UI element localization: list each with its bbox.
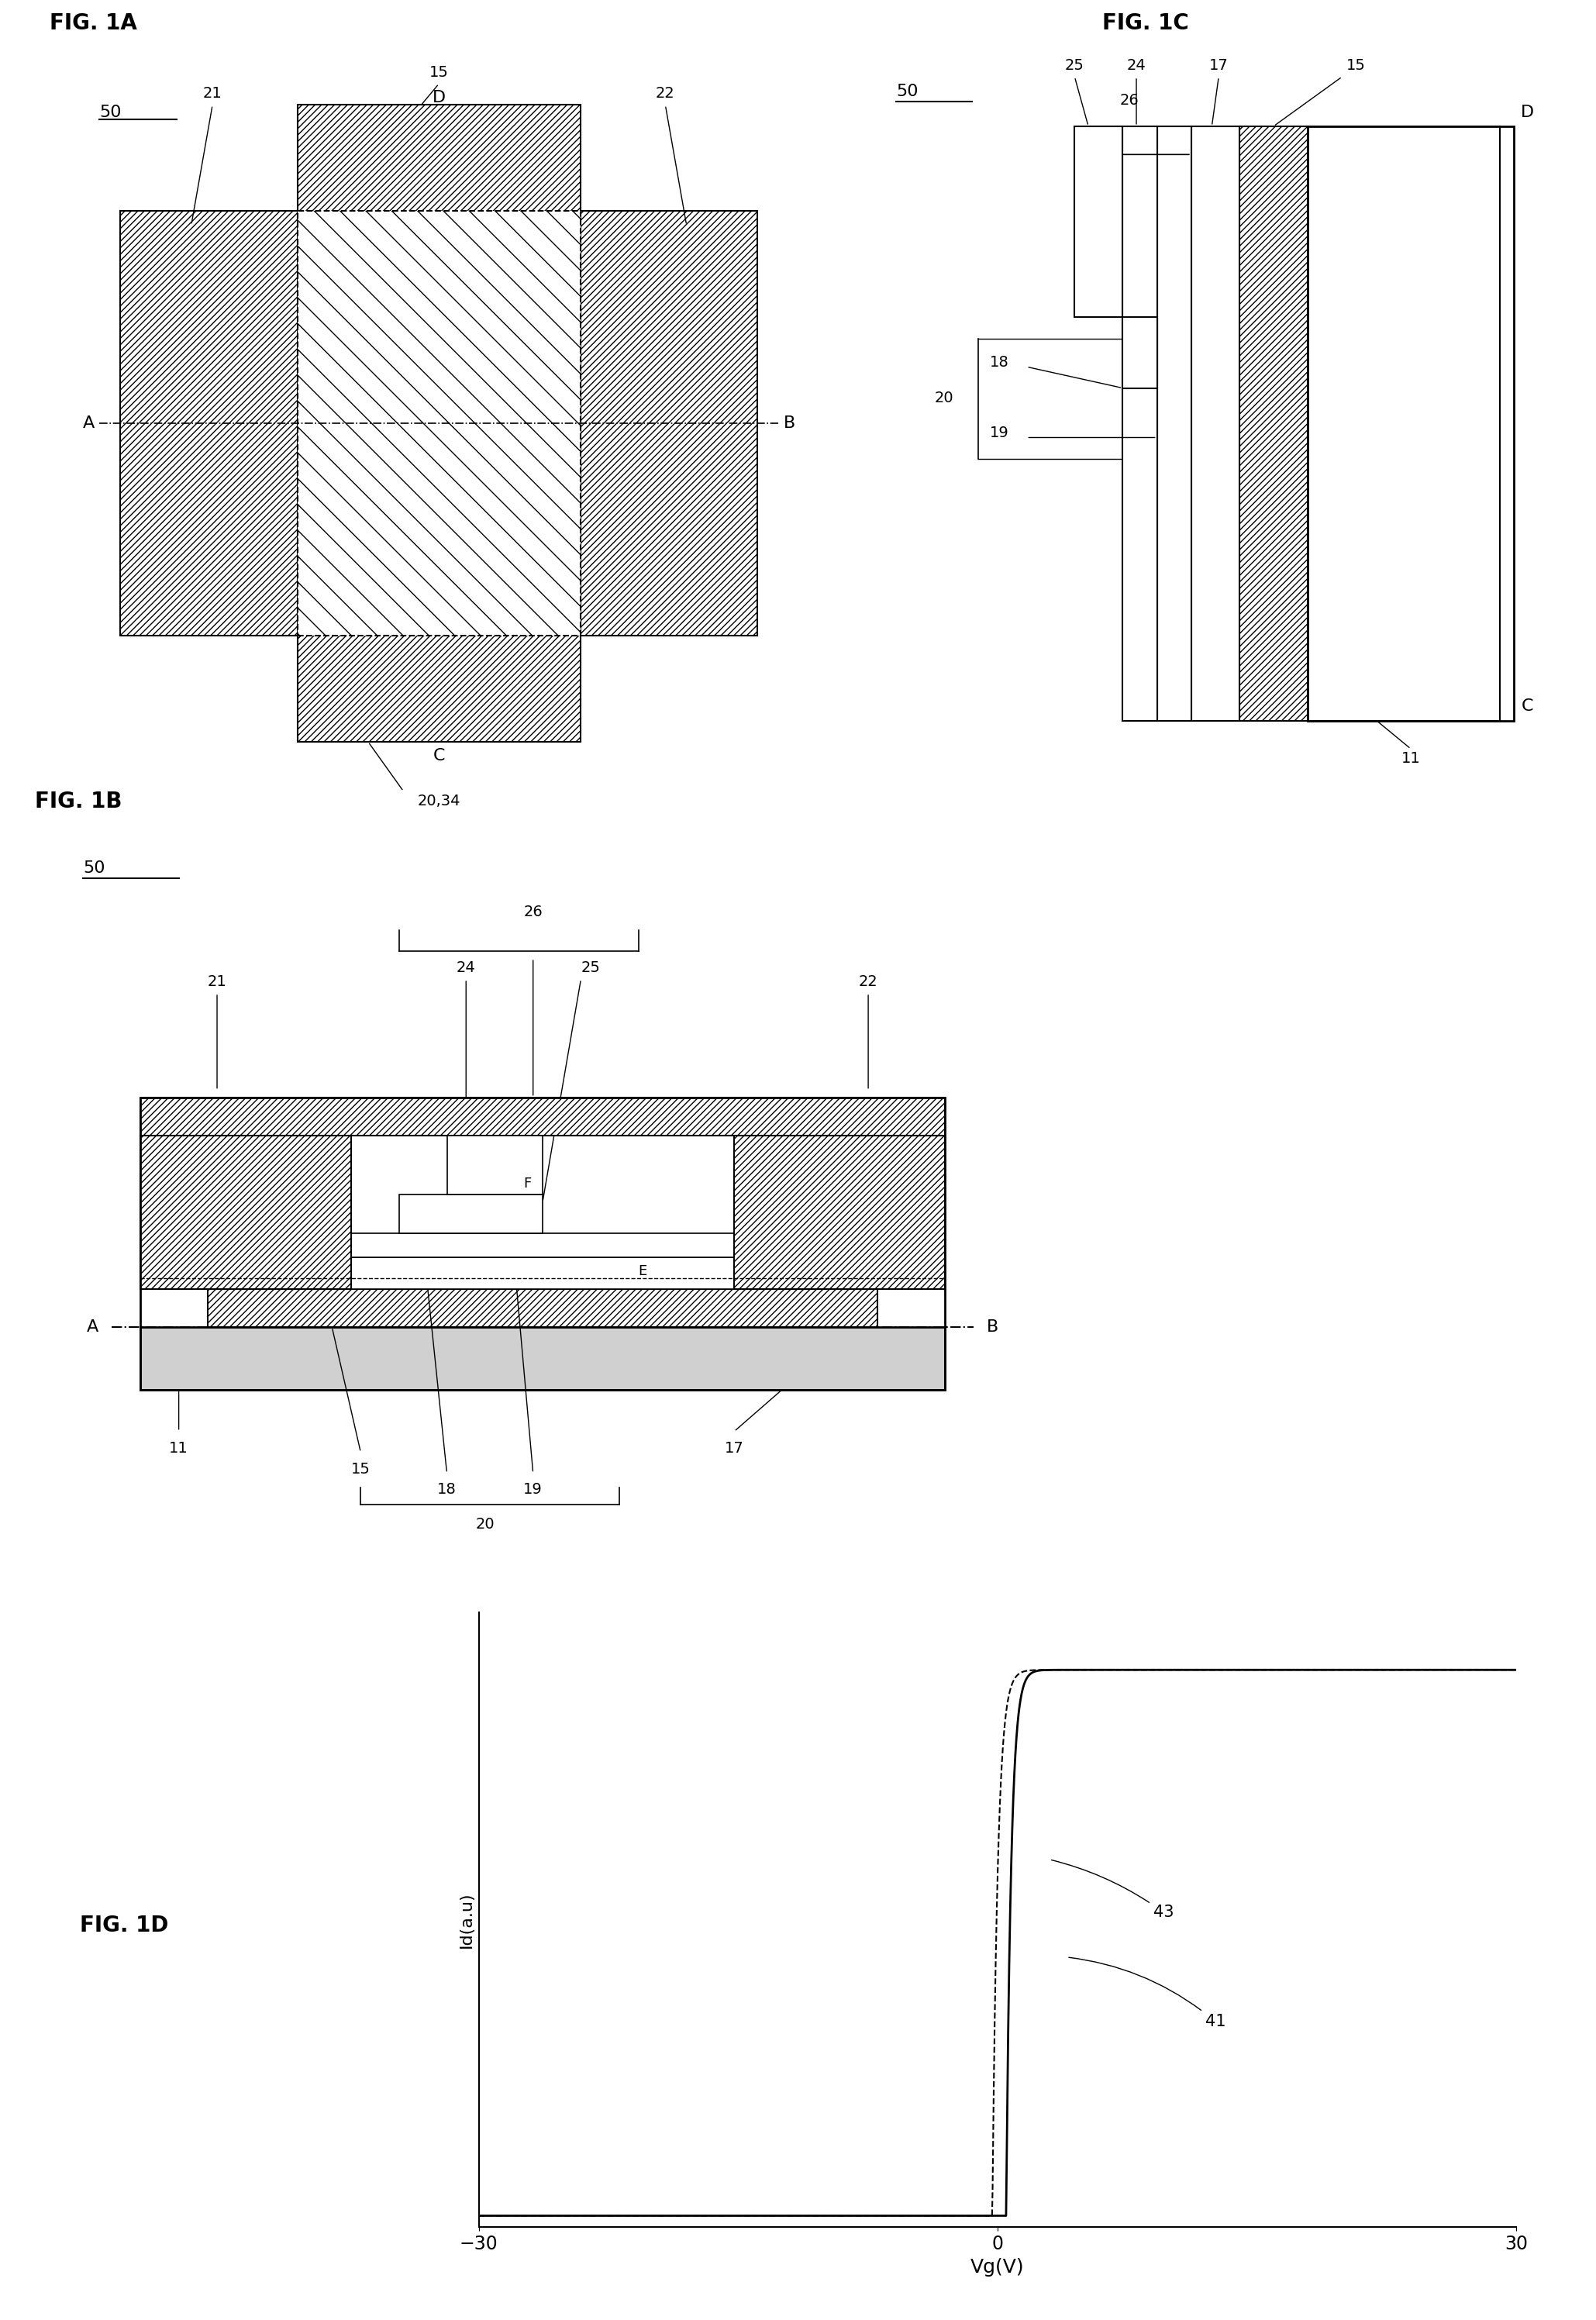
- Bar: [734, 1137, 945, 1290]
- Bar: [140, 1097, 945, 1137]
- Bar: [140, 1327, 945, 1390]
- Text: 21: 21: [203, 86, 222, 102]
- Text: 19: 19: [523, 1482, 543, 1496]
- X-axis label: Vg(V): Vg(V): [970, 2257, 1025, 2276]
- Text: 11: 11: [169, 1441, 188, 1455]
- Text: 15: 15: [351, 1462, 370, 1476]
- Bar: [1240, 125, 1309, 722]
- Text: FIG. 1B: FIG. 1B: [35, 791, 123, 812]
- Bar: [1191, 125, 1238, 722]
- Bar: [399, 1195, 543, 1234]
- Text: 20: 20: [476, 1517, 495, 1531]
- Bar: [1240, 125, 1309, 722]
- Text: 18: 18: [437, 1482, 456, 1496]
- Text: 50: 50: [83, 861, 105, 877]
- Text: 20,34: 20,34: [418, 793, 460, 810]
- Text: 20: 20: [935, 390, 954, 406]
- Text: A: A: [83, 415, 94, 432]
- Text: 17: 17: [1210, 58, 1229, 72]
- Bar: [509, 211, 758, 636]
- Text: 22: 22: [859, 974, 878, 988]
- Bar: [509, 211, 758, 636]
- Bar: [140, 1097, 945, 1137]
- Bar: [140, 1137, 351, 1290]
- Text: D: D: [433, 90, 445, 107]
- Text: 26: 26: [523, 905, 543, 919]
- Text: D: D: [1521, 104, 1534, 121]
- Text: E: E: [638, 1264, 646, 1278]
- Bar: [1157, 125, 1191, 722]
- Bar: [297, 211, 581, 636]
- Bar: [120, 211, 369, 636]
- Bar: [140, 1097, 945, 1390]
- Text: 17: 17: [725, 1441, 744, 1455]
- Bar: [303, 1257, 782, 1290]
- Text: FIG. 1C: FIG. 1C: [1101, 12, 1189, 35]
- Text: FIG. 1A: FIG. 1A: [49, 12, 137, 35]
- Bar: [303, 1234, 782, 1257]
- Bar: [140, 1137, 351, 1290]
- Text: 50: 50: [99, 104, 121, 121]
- Text: 15: 15: [1347, 58, 1366, 72]
- Text: 26: 26: [1120, 93, 1140, 109]
- Text: 50: 50: [897, 84, 918, 100]
- Bar: [297, 211, 581, 636]
- Bar: [207, 1288, 878, 1327]
- Text: 25: 25: [581, 960, 600, 974]
- Bar: [120, 211, 369, 636]
- Bar: [1074, 125, 1122, 318]
- Text: 25: 25: [1065, 58, 1084, 72]
- Bar: [297, 104, 581, 742]
- Text: 11: 11: [1401, 752, 1420, 766]
- Text: C: C: [1521, 698, 1534, 715]
- Bar: [297, 104, 581, 742]
- Bar: [207, 1288, 878, 1327]
- Bar: [1309, 125, 1513, 722]
- Bar: [1122, 125, 1157, 722]
- Y-axis label: Id(a.u): Id(a.u): [460, 1891, 474, 1949]
- Text: 41: 41: [1069, 1958, 1226, 2030]
- Text: FIG. 1D: FIG. 1D: [80, 1914, 169, 1937]
- Text: 19: 19: [990, 427, 1009, 441]
- Bar: [1122, 318, 1157, 387]
- Text: A: A: [86, 1320, 99, 1334]
- Text: 43: 43: [1052, 1861, 1173, 1921]
- Text: 18: 18: [990, 355, 1009, 369]
- Text: B: B: [784, 415, 795, 432]
- Text: C: C: [433, 749, 445, 763]
- Bar: [447, 1137, 543, 1195]
- Text: 15: 15: [429, 65, 448, 79]
- Text: B: B: [986, 1320, 999, 1334]
- Text: 21: 21: [207, 974, 227, 988]
- Text: 24: 24: [456, 960, 476, 974]
- Text: 22: 22: [656, 86, 675, 102]
- Text: F: F: [523, 1176, 531, 1190]
- Bar: [734, 1137, 945, 1290]
- Text: 24: 24: [1127, 58, 1146, 72]
